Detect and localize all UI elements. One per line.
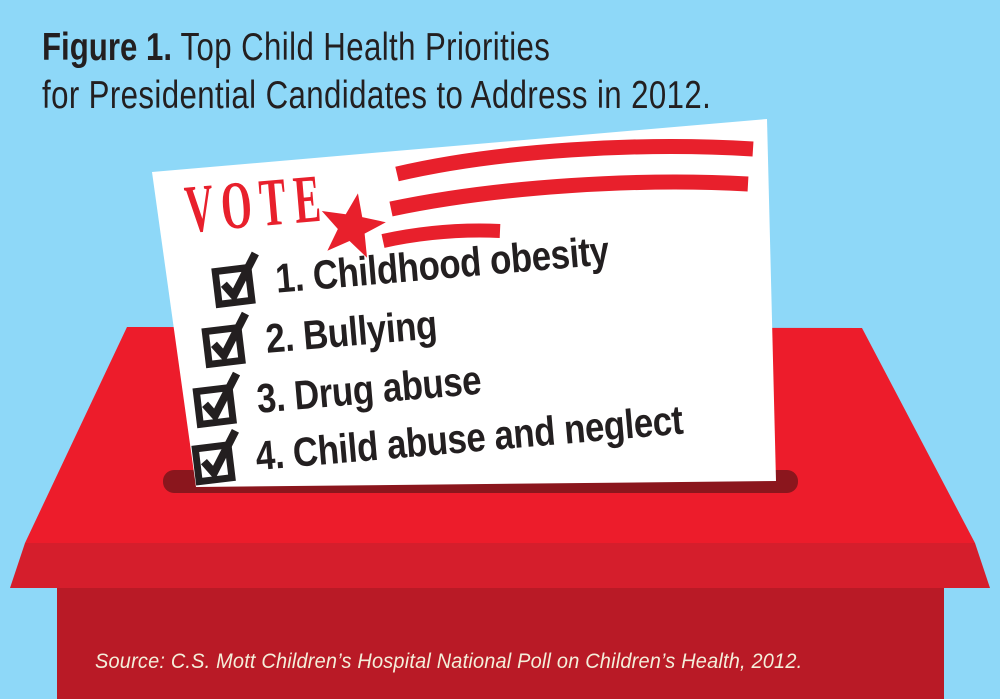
ballot-box-lid (10, 543, 990, 588)
ballot-paper (152, 119, 776, 487)
title-line1: Figure 1. Top Child Health Priorities (42, 24, 711, 72)
checkbox-checked-icon (192, 371, 241, 429)
checkbox-checked-icon (211, 251, 259, 309)
checkbox-checked-icon (191, 428, 239, 486)
checkbox-checked-icon (201, 311, 249, 369)
list-item: 2. Bullying (197, 286, 469, 371)
stripe-middle (389, 174, 749, 217)
vote-label: VOTE (182, 159, 332, 248)
title-figure-number: Figure 1. (42, 26, 173, 69)
list-item: 3. Drug abuse (188, 340, 523, 430)
stripes-icon (381, 139, 754, 248)
list-item: 1. Childhood obesity (207, 209, 670, 310)
title-line1-text: Top Child Health Priorities (172, 26, 551, 69)
list-item: 4. Child abuse and neglect (187, 377, 760, 487)
title-line2: for Presidential Candidates to Address i… (42, 74, 712, 117)
star-icon (321, 193, 386, 258)
figure-title: Figure 1. Top Child Health Priorities fo… (42, 24, 711, 120)
ballot-paper-content: VOTE 1. Childhood obesity 2. Bullying 3.… (152, 118, 808, 501)
ballot-box-body (57, 588, 944, 699)
stripe-top (395, 139, 754, 182)
stripe-bottom (381, 223, 501, 248)
source-note: Source: C.S. Mott Children’s Hospital Na… (95, 650, 803, 673)
